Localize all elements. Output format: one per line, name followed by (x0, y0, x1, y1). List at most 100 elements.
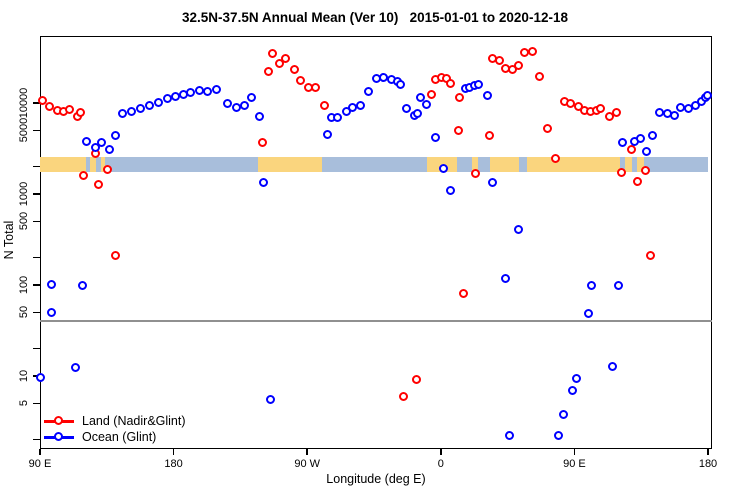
coast-band-segment-ocean (96, 157, 101, 172)
coast-band-segment-land (526, 157, 621, 172)
y-axis-title: N Total (2, 220, 16, 260)
chart-title: 32.5N-37.5N Annual Mean (Ver 10) 2015-01… (182, 10, 568, 25)
data-point-ocean (647, 130, 657, 140)
y-minor-tick (33, 347, 40, 350)
data-point-ocean (77, 281, 87, 291)
y-tick-label: 5000 (18, 118, 30, 143)
data-point-ocean (501, 273, 510, 283)
y-tick (33, 402, 40, 405)
coast-band-segment-ocean (105, 157, 259, 172)
data-point-ocean (587, 280, 597, 290)
x-tick (707, 449, 709, 455)
data-point-ocean (211, 84, 221, 94)
legend-land-circle-icon (54, 415, 63, 425)
data-point-land (267, 48, 277, 58)
data-point-ocean (446, 186, 456, 196)
data-point-ocean (636, 133, 646, 143)
data-point-ocean (162, 93, 172, 103)
data-point-land (290, 64, 300, 74)
coast-band-segment-land (90, 157, 97, 172)
y-tick (33, 220, 40, 223)
x-tick-label: 90 E (28, 458, 52, 470)
x-tick (39, 449, 41, 455)
data-point-ocean (642, 146, 652, 156)
data-point-land (263, 66, 273, 76)
y-minor-tick (33, 256, 40, 259)
data-point-land (76, 108, 86, 118)
data-point-land (411, 375, 421, 385)
data-point-ocean (70, 363, 80, 373)
data-point-ocean (126, 107, 136, 117)
x-axis-title: Longitude (deg E) (326, 472, 426, 486)
legend-ocean-circle-icon (54, 431, 63, 441)
data-point-ocean (514, 225, 524, 235)
legend-land-label: Land (Nadir&Glint) (82, 414, 186, 428)
y-minor-tick (33, 438, 40, 441)
y-tick (33, 284, 40, 286)
data-point-ocean (413, 108, 423, 118)
data-point-land (103, 165, 113, 175)
coast-band-segment-ocean (620, 157, 625, 172)
data-point-ocean (202, 86, 212, 96)
y-tick (33, 311, 40, 314)
data-point-land (495, 55, 505, 65)
data-point-land (296, 75, 306, 85)
plot-area (40, 36, 712, 449)
data-point-ocean (104, 144, 114, 154)
data-point-ocean (46, 308, 56, 318)
data-point-land (446, 78, 456, 88)
x-tick-label: 0 (437, 458, 444, 470)
legend-row-land: Land (Nadir&Glint) (44, 413, 186, 429)
data-point-land (398, 392, 408, 402)
data-point-land (527, 46, 537, 56)
data-point-land (454, 93, 464, 103)
data-point-ocean (438, 163, 448, 173)
y-minor-tick (33, 165, 40, 168)
data-point-ocean (487, 177, 497, 187)
data-point-ocean (558, 410, 568, 420)
x-tick (440, 449, 442, 455)
data-point-land (604, 111, 614, 121)
coast-band-segment-land (258, 157, 323, 172)
data-point-ocean (266, 395, 276, 405)
data-point-ocean (364, 86, 374, 96)
coast-band-segment-land (471, 157, 478, 172)
data-point-ocean (135, 103, 145, 113)
coast-band-segment-ocean (457, 157, 472, 172)
y-tick-label: 100 (18, 275, 30, 295)
y-tick-label: 500 (18, 212, 30, 231)
x-tick-label: 90 W (294, 458, 321, 470)
y-tick-label: 50 (18, 306, 30, 319)
coast-band-segment-ocean (644, 157, 708, 172)
data-point-land (64, 104, 74, 114)
data-point-ocean (572, 373, 582, 383)
data-point-land (319, 101, 329, 111)
legend: Land (Nadir&Glint) Ocean (Glint) (44, 413, 186, 445)
data-point-ocean (36, 372, 46, 382)
data-point-land (646, 250, 656, 260)
data-point-ocean (554, 430, 564, 440)
data-point-ocean (505, 430, 515, 440)
data-point-ocean (416, 93, 426, 103)
x-tick-label: 180 (164, 458, 183, 470)
legend-ocean-label: Ocean (Glint) (82, 430, 157, 444)
legend-land-marker (44, 415, 74, 425)
data-point-land (311, 83, 320, 93)
data-point-ocean (97, 137, 107, 147)
data-point-ocean (259, 178, 269, 188)
coast-band-segment-ocean (322, 157, 428, 172)
coast-band-segment-ocean (86, 157, 91, 172)
y-tick (33, 102, 40, 104)
y-tick-label: 1000 (18, 181, 30, 207)
data-point-ocean (144, 101, 154, 111)
coast-band-segment-land (40, 157, 87, 172)
data-point-ocean (483, 91, 493, 101)
data-point-land (459, 288, 469, 298)
data-point-ocean (186, 87, 196, 97)
data-point-ocean (431, 132, 441, 142)
x-tick-label: 180 (698, 458, 718, 470)
data-point-land (426, 90, 436, 100)
y-tick-label: 5 (18, 400, 30, 407)
coast-band-segment-land (636, 157, 645, 172)
